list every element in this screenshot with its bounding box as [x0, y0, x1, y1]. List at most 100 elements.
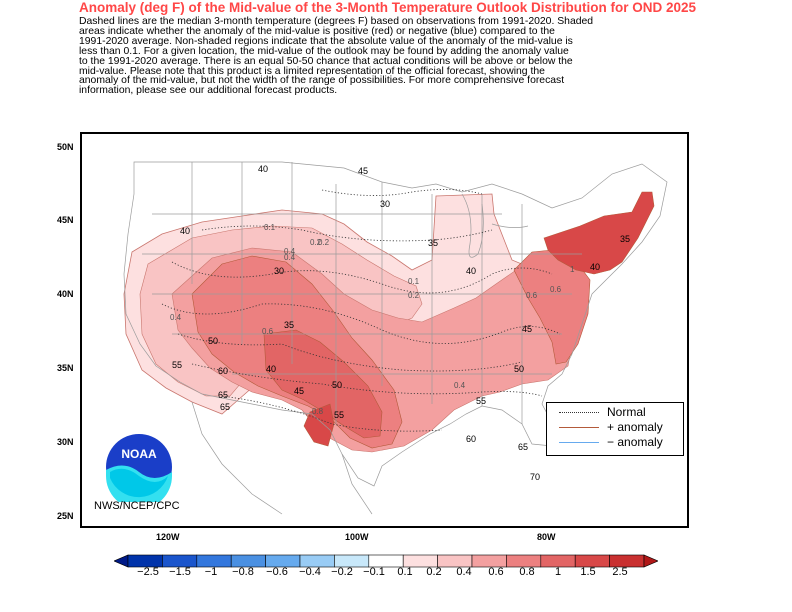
anomaly-label: 0.2 [310, 238, 322, 247]
lat-label-30n: 30N [57, 437, 74, 447]
map-legend: Normal + anomaly − anomaly [546, 402, 684, 456]
anomaly-label: 0.4 [284, 247, 296, 256]
description-line: areas indicate whether the anomaly of th… [79, 25, 555, 37]
normal-label: 40 [266, 364, 276, 374]
anomaly-label: 0.1 [408, 277, 420, 286]
legend-plus-swatch [559, 427, 599, 428]
lat-label-50n: 50N [57, 142, 74, 152]
normal-label: 30 [380, 199, 390, 209]
anomaly-label: 0.8 [312, 407, 324, 416]
lat-label-35n: 35N [57, 363, 74, 373]
mexico-border [191, 401, 283, 515]
normal-contour [177, 333, 523, 372]
normal-label: 35 [428, 238, 438, 248]
colorbar-label: −0.2 [331, 566, 353, 578]
lat-label-25n: 25N [57, 511, 74, 521]
normal-contour [191, 363, 543, 397]
colorbar-cells [114, 554, 658, 568]
normal-label: 65 [218, 390, 228, 400]
normal-labels: 30 35 40 40 30 35 40 45 50 55 60 65 65 5… [172, 164, 630, 482]
anomaly-region-07 [543, 191, 655, 275]
credit-label: NWS/NCEP/CPC [94, 500, 180, 512]
normal-label: 50 [208, 336, 218, 346]
normal-label: 40 [590, 262, 600, 272]
logo-wave-inner [110, 468, 168, 498]
normal-label: 45 [358, 166, 368, 176]
normal-label: 40 [258, 164, 268, 174]
normal-label: 55 [476, 396, 486, 406]
colorbar-label: 2.5 [612, 566, 628, 578]
colorbar-label: −0.6 [266, 566, 288, 578]
colorbar-arrow-left [114, 554, 129, 568]
lat-label-40n: 40N [57, 289, 74, 299]
colorbar-label: 0.2 [426, 566, 442, 578]
normal-contour [201, 225, 493, 242]
anomaly-label: 0.4 [170, 313, 182, 322]
description-line: 1991-2020 average. Non-shaded regions in… [79, 35, 573, 47]
normal-label: 40 [180, 226, 190, 236]
legend-minus: − anomaly [607, 435, 663, 449]
colorbar-label: 0.8 [519, 566, 535, 578]
normal-label: 35 [620, 234, 630, 244]
anomaly-region-08 [303, 403, 335, 447]
colorbar [114, 554, 658, 568]
anomaly-labels: 0.1 0.2 0.2 0.4 0.4 0.6 0.8 0.1 0.2 0.4 … [170, 223, 575, 416]
normal-label: 55 [334, 410, 344, 420]
normal-label: 45 [294, 386, 304, 396]
colorbar-label: 1.5 [580, 566, 596, 578]
map-description: Dashed lines are the median 3-month temp… [79, 16, 719, 97]
legend-normal-swatch [559, 412, 599, 413]
colorbar-label: −2.5 [137, 566, 159, 578]
legend-plus: + anomaly [607, 420, 663, 434]
anomaly-label: 0.2 [318, 238, 330, 247]
temperature-anomaly-map: 30 35 40 40 30 35 40 45 50 55 60 65 65 5… [123, 161, 668, 515]
normal-contours [161, 189, 561, 432]
anomaly-label: 0.1 [264, 223, 276, 232]
colorbar-label: −0.1 [363, 566, 385, 578]
anomaly-label: 0.6 [550, 285, 562, 294]
colorbar-label: 0.6 [488, 566, 504, 578]
normal-label: 65 [220, 402, 230, 412]
normal-label: 30 [274, 266, 284, 276]
description-line: anomaly of the mid-value, but not the wi… [79, 75, 565, 87]
colorbar-label: 0.4 [456, 566, 472, 578]
lon-label-120w: 120W [156, 532, 180, 542]
legend-normal: Normal [607, 405, 646, 419]
lake-outline [461, 193, 484, 258]
normal-contour [321, 189, 483, 196]
normal-label: 55 [172, 360, 182, 370]
normal-label: 60 [218, 366, 228, 376]
noaa-logo: NOAA [106, 434, 172, 502]
colorbar-arrow-right [643, 554, 658, 568]
anomaly-label: 0.2 [408, 291, 420, 300]
colorbar-label: −1.5 [169, 566, 191, 578]
normal-label: 70 [530, 472, 540, 482]
lon-label-100w: 100W [345, 532, 369, 542]
description-line: Dashed lines are the median 3-month temp… [79, 16, 594, 27]
lake-outline [491, 223, 529, 228]
logo-text: NOAA [121, 447, 157, 461]
anomaly-label: 0.4 [284, 253, 296, 262]
anomaly-region-06 [263, 329, 383, 439]
normal-label: 40 [466, 266, 476, 276]
anomaly-label: 1 [570, 265, 575, 274]
description-line: to the 1991-2020 average. There is an eq… [79, 55, 573, 67]
map-frame: 30 35 40 40 30 35 40 45 50 55 60 65 65 5… [80, 132, 689, 528]
lat-label-45n: 45N [57, 215, 74, 225]
description-line: mid-value. Please note that this product… [79, 65, 545, 77]
description-line: information, please see our additional f… [79, 85, 338, 97]
description-line: less than 0.1. For a given location, the… [79, 45, 569, 57]
colorbar-label: 0.1 [397, 566, 413, 578]
colorbar-label: −0.8 [232, 566, 254, 578]
normal-label: 35 [284, 320, 294, 330]
colorbar-label: −0.4 [299, 566, 321, 578]
anomaly-label: 0.6 [526, 291, 538, 300]
normal-contour [171, 261, 553, 294]
map-title: Anomaly (deg F) of the Mid-value of the … [79, 0, 697, 15]
colorbar-label: 1 [554, 566, 562, 578]
normal-label: 50 [332, 380, 342, 390]
lon-label-80w: 80W [537, 532, 556, 542]
anomaly-label: 0.6 [262, 327, 274, 336]
legend-minus-swatch [559, 442, 599, 443]
normal-contour [161, 303, 561, 344]
